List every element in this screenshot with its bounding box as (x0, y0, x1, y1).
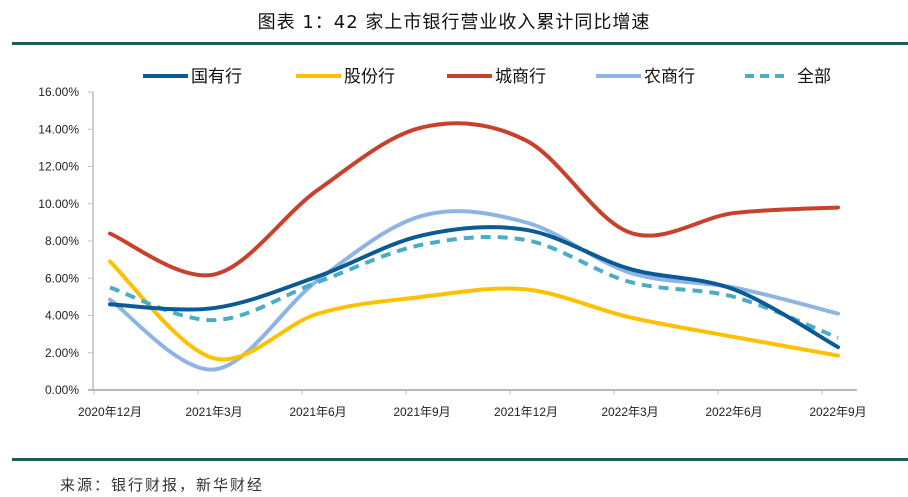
series-line-city-commercial (108, 121, 840, 278)
series-group (108, 121, 840, 372)
line-chart: 国有行 股份行 城商行 农商行 全部 0.00% 2.00% 4.00% 6.00% 8.00%… (38, 67, 867, 419)
y-tick-label: 0.00% (45, 383, 79, 397)
x-axis: 2020年12月 2021年3月 2021年6月 2021年9月 2021年12月 202… (78, 389, 867, 419)
legend-label: 全部 (797, 67, 831, 87)
y-tick-label: 14.00% (38, 122, 79, 136)
source-divider (12, 458, 908, 461)
legend-item-state-owned: 国有行 (143, 67, 242, 87)
legend: 国有行 股份行 城商行 农商行 全部 (143, 67, 831, 87)
legend-item-all: 全部 (745, 67, 831, 87)
x-tick-label: 2021年6月 (289, 405, 346, 419)
series-line-joint-stock (108, 259, 840, 362)
x-tick-label: 2021年12月 (494, 405, 558, 419)
y-tick-label: 6.00% (45, 271, 79, 285)
y-tick-label: 4.00% (45, 309, 79, 323)
y-tick-label: 2.00% (45, 346, 79, 360)
x-tick-label: 2022年3月 (601, 405, 658, 419)
y-tick-label: 10.00% (38, 197, 79, 211)
legend-label: 股份行 (344, 67, 395, 87)
y-tick-label: 16.00% (38, 85, 79, 99)
title-divider (12, 42, 908, 45)
legend-item-joint-stock: 股份行 (296, 67, 395, 87)
series-line-all (109, 234, 839, 340)
y-tick-label: 8.00% (45, 234, 79, 248)
legend-label: 农商行 (644, 67, 695, 87)
legend-label: 城商行 (495, 67, 546, 87)
legend-item-city-commercial: 城商行 (447, 67, 546, 87)
x-tick-label: 2022年9月 (809, 405, 866, 419)
source-note: 来源：银行财报，新华财经 (60, 476, 265, 494)
y-tick-label: 12.00% (38, 160, 79, 174)
series-line-state-owned (108, 225, 840, 350)
chart-title: 图表 1：42 家上市银行营业收入累计同比增速 (257, 12, 651, 33)
y-axis: 0.00% 2.00% 4.00% 6.00% 8.00% 10.00% 12.00% 14.… (38, 85, 94, 397)
x-tick-label: 2022年6月 (705, 405, 762, 419)
x-tick-label: 2021年3月 (185, 405, 242, 419)
legend-label: 国有行 (191, 67, 242, 87)
legend-item-rural-commercial: 农商行 (596, 67, 695, 87)
x-tick-label: 2020年12月 (78, 405, 142, 419)
x-tick-label: 2021年9月 (393, 405, 450, 419)
